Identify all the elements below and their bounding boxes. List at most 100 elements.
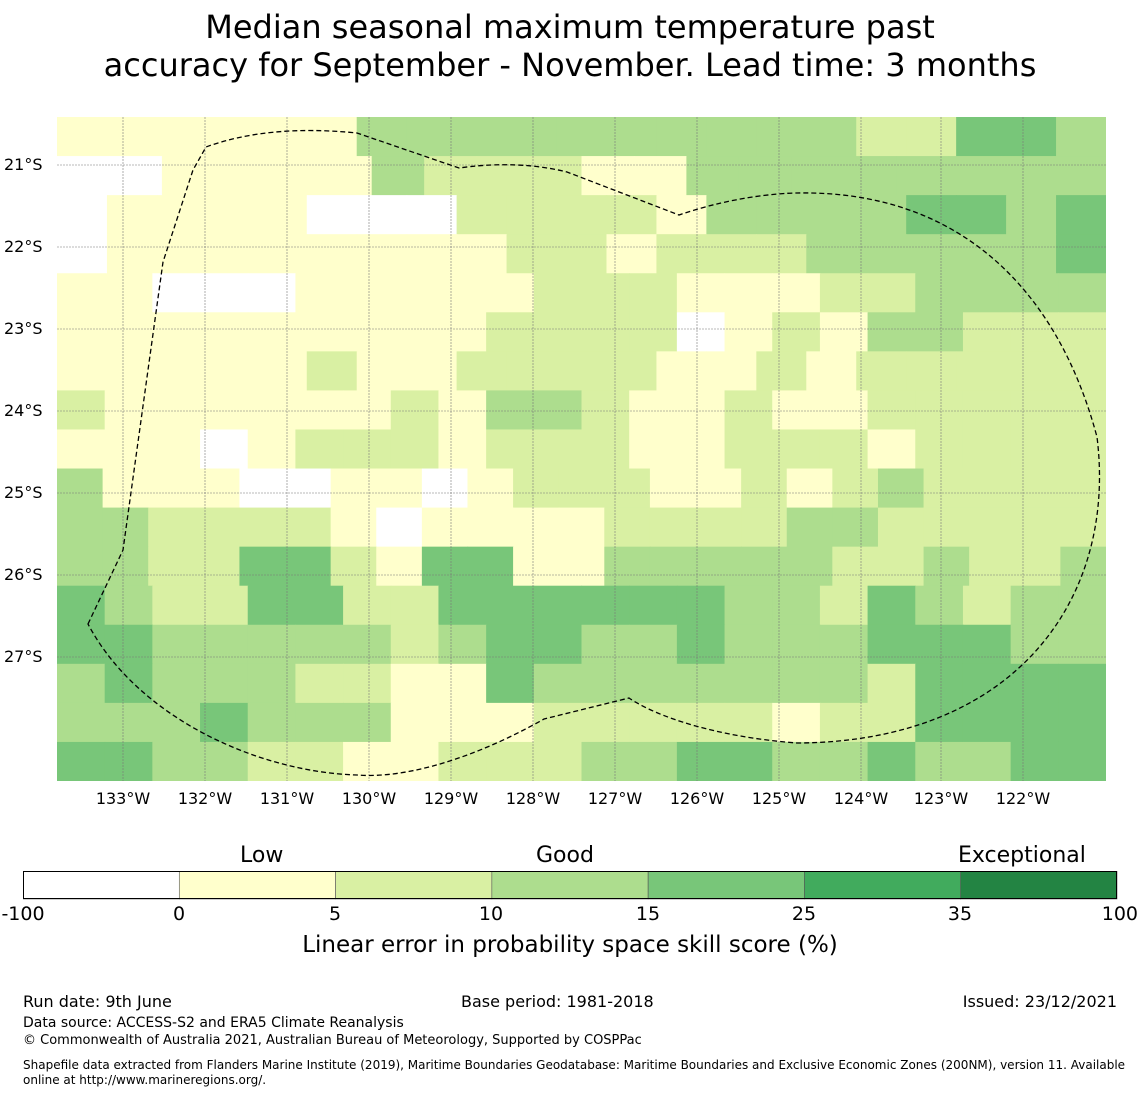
map-cell	[533, 741, 583, 781]
map-cell	[806, 117, 857, 157]
map-cell	[390, 585, 440, 626]
map-cell	[1006, 351, 1057, 392]
map-cell	[806, 195, 857, 235]
map-cell	[1014, 546, 1061, 587]
map-cell	[390, 702, 440, 743]
map-cell	[343, 585, 392, 626]
map-cell	[772, 429, 821, 470]
map-cell	[57, 702, 106, 743]
map-cell	[819, 429, 869, 470]
map-cell	[104, 585, 153, 626]
map-cell	[629, 585, 678, 626]
map-cell	[1006, 234, 1057, 274]
map-cell	[193, 546, 241, 587]
map-cell	[633, 156, 687, 196]
lon-label-129w: 129°W	[423, 789, 479, 808]
map-cell	[724, 702, 773, 743]
map-cell	[467, 546, 514, 587]
map-cell	[962, 663, 1012, 704]
map-cell	[915, 624, 964, 665]
map-cell	[486, 663, 535, 704]
map-cell	[533, 663, 583, 704]
lat-label-27s: 27°S	[4, 647, 43, 666]
colorbar	[23, 871, 1118, 900]
map-cell	[724, 624, 773, 665]
map-cell	[106, 195, 158, 235]
map-cell	[832, 507, 879, 548]
map-cell	[156, 234, 208, 274]
map-cell	[57, 585, 106, 626]
map-cell	[606, 117, 658, 157]
map-cell	[695, 468, 742, 509]
map-cell	[806, 234, 857, 274]
map-cell	[581, 390, 630, 431]
map-cell	[1056, 195, 1106, 235]
map-cell	[1053, 156, 1106, 196]
map-cell	[356, 117, 408, 157]
map-cell	[629, 390, 678, 431]
map-cell	[604, 507, 651, 548]
map-cell	[438, 585, 487, 626]
map-cell	[923, 507, 970, 548]
map-cell	[676, 273, 726, 313]
map-cell	[867, 741, 916, 781]
map-cell	[256, 234, 308, 274]
map-cell	[533, 585, 583, 626]
map-cell	[356, 195, 408, 235]
skill-score-map	[57, 117, 1106, 781]
map-cell	[1060, 468, 1106, 509]
map-cell	[956, 117, 1007, 157]
map-cell	[832, 468, 879, 509]
map-cell	[456, 195, 508, 235]
map-cell	[724, 741, 773, 781]
map-cell	[948, 156, 1002, 196]
map-cell	[906, 117, 957, 157]
map-cell	[106, 117, 158, 157]
map-cell	[438, 312, 487, 352]
map-cell	[656, 234, 707, 274]
map-cell	[486, 429, 535, 470]
map-cell	[604, 546, 651, 587]
map-cell	[256, 351, 308, 392]
map-gridlines	[57, 117, 1106, 781]
map-cell	[285, 468, 332, 509]
map-cell	[556, 351, 608, 392]
map-cell	[606, 351, 658, 392]
colorbar-tick-25: 25	[791, 903, 817, 925]
map-cell	[200, 663, 249, 704]
map-cell	[896, 156, 950, 196]
map-cell	[906, 195, 957, 235]
map-cell	[206, 234, 258, 274]
map-cell	[756, 234, 807, 274]
base-period: Base period: 1981-2018	[461, 992, 654, 1011]
map-cell	[629, 273, 678, 313]
lat-label-25s: 25°S	[4, 483, 43, 502]
map-cell	[915, 702, 964, 743]
map-cell	[738, 156, 792, 196]
map-cell	[406, 195, 458, 235]
map-cell	[104, 429, 153, 470]
colorbar-category-good: Good	[536, 843, 594, 868]
map-cell	[856, 234, 907, 274]
map-cell	[295, 741, 344, 781]
map-cell	[467, 468, 514, 509]
map-cell	[152, 741, 201, 781]
map-cell	[57, 546, 104, 587]
lon-label-124w: 124°W	[833, 789, 889, 808]
map-cell	[581, 273, 630, 313]
map-cell	[421, 507, 469, 548]
map-cell	[1010, 663, 1059, 704]
map-cell	[1006, 195, 1057, 235]
map-cell	[915, 429, 964, 470]
map-cell	[438, 624, 487, 665]
colorbar-bin	[491, 871, 649, 900]
map-cell	[956, 234, 1007, 274]
map-cell	[915, 741, 964, 781]
map-cell	[104, 702, 153, 743]
map-cell	[923, 546, 970, 587]
map-cell	[57, 390, 106, 431]
map-cell	[306, 117, 358, 157]
map-cell	[819, 390, 869, 431]
map-cell	[206, 195, 258, 235]
map-cell	[906, 234, 957, 274]
